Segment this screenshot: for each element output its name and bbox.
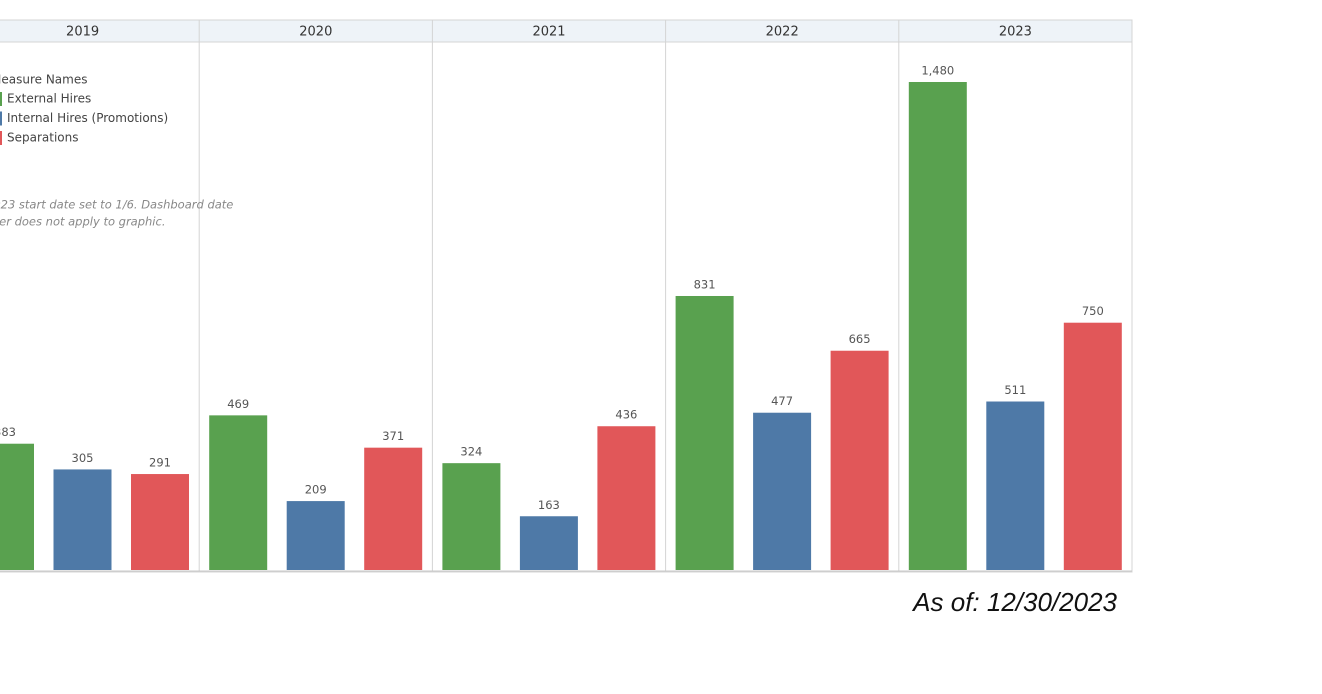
value-label: 511	[1004, 383, 1026, 397]
note-line: 2023 start date set to 1/6. Dashboard da…	[0, 198, 233, 212]
value-label: 324	[460, 445, 482, 459]
legend-title: Measure Names	[0, 73, 87, 87]
bar	[131, 474, 189, 570]
bar	[364, 447, 423, 570]
value-label: 209	[305, 483, 327, 497]
legend-label: Internal Hires (Promotions)	[7, 111, 168, 125]
bar	[519, 516, 578, 570]
bar	[830, 350, 889, 570]
legend-swatch	[0, 111, 2, 126]
year-header: 2020	[299, 25, 332, 40]
bar	[675, 295, 734, 570]
legend-label: Separations	[7, 131, 79, 145]
bar	[0, 443, 34, 570]
bar	[1063, 322, 1122, 570]
header-band	[0, 19, 1133, 43]
bar	[286, 501, 345, 570]
bar	[986, 401, 1045, 570]
note-line: filter does not apply to graphic.	[0, 215, 165, 229]
value-label: 831	[694, 277, 716, 291]
year-header: 2022	[766, 25, 799, 40]
value-label: 291	[149, 456, 171, 470]
as-of-date: As of: 12/30/2023	[911, 587, 1117, 617]
value-label: 163	[538, 498, 560, 512]
year-header: 2023	[999, 25, 1032, 40]
year-header: 2019	[66, 25, 99, 40]
bar	[597, 426, 656, 570]
bar	[908, 82, 967, 570]
value-label: 750	[1082, 304, 1104, 318]
value-label: 469	[227, 397, 249, 411]
bar	[442, 463, 501, 570]
value-label: 305	[72, 451, 94, 465]
bar	[753, 412, 812, 570]
value-label: 436	[615, 408, 637, 422]
value-label: 477	[771, 394, 793, 408]
bar	[53, 469, 112, 570]
legend-label: External Hires	[7, 92, 91, 106]
legend-swatch	[0, 131, 2, 145]
value-label: 1,480	[921, 64, 954, 78]
year-header: 2021	[532, 25, 565, 40]
value-label: 665	[849, 332, 871, 346]
value-label: 371	[382, 429, 404, 443]
value-label: 383	[0, 425, 16, 439]
legend-swatch	[0, 92, 2, 106]
bar	[209, 415, 268, 570]
